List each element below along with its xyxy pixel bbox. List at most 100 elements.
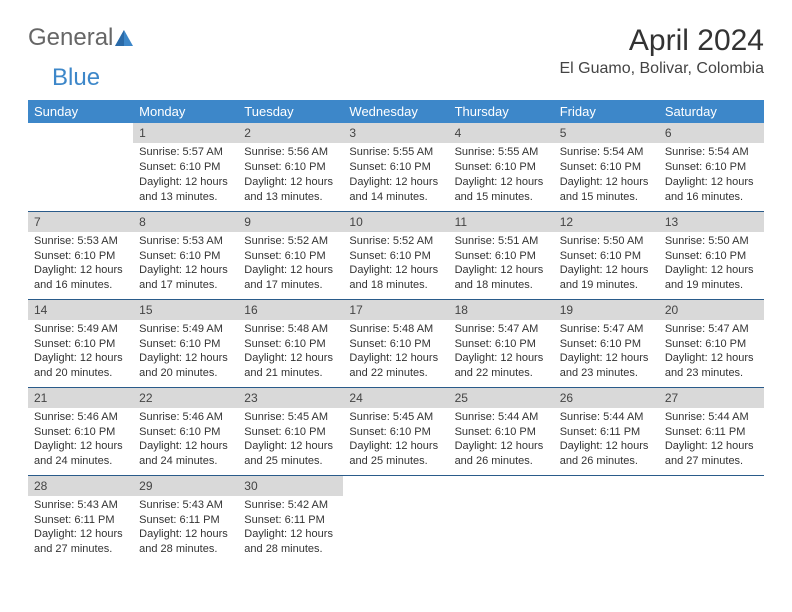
- calendar-week-row: 1Sunrise: 5:57 AMSunset: 6:10 PMDaylight…: [28, 123, 764, 211]
- calendar-day-cell: 30Sunrise: 5:42 AMSunset: 6:11 PMDayligh…: [238, 475, 343, 563]
- calendar-day-cell: 26Sunrise: 5:44 AMSunset: 6:11 PMDayligh…: [554, 387, 659, 475]
- calendar-day-cell: 7Sunrise: 5:53 AMSunset: 6:10 PMDaylight…: [28, 211, 133, 299]
- calendar-day-cell: 19Sunrise: 5:47 AMSunset: 6:10 PMDayligh…: [554, 299, 659, 387]
- day-details: Sunrise: 5:48 AMSunset: 6:10 PMDaylight:…: [238, 320, 343, 385]
- day-number: 20: [659, 300, 764, 320]
- calendar-week-row: 14Sunrise: 5:49 AMSunset: 6:10 PMDayligh…: [28, 299, 764, 387]
- calendar-day-cell: [449, 475, 554, 563]
- calendar-day-cell: 18Sunrise: 5:47 AMSunset: 6:10 PMDayligh…: [449, 299, 554, 387]
- calendar-day-cell: [343, 475, 448, 563]
- day-details: Sunrise: 5:46 AMSunset: 6:10 PMDaylight:…: [133, 408, 238, 473]
- calendar-day-cell: 6Sunrise: 5:54 AMSunset: 6:10 PMDaylight…: [659, 123, 764, 211]
- day-number: 6: [659, 123, 764, 143]
- day-details: Sunrise: 5:44 AMSunset: 6:11 PMDaylight:…: [554, 408, 659, 473]
- calendar-day-cell: 3Sunrise: 5:55 AMSunset: 6:10 PMDaylight…: [343, 123, 448, 211]
- day-details: Sunrise: 5:44 AMSunset: 6:10 PMDaylight:…: [449, 408, 554, 473]
- calendar-day-cell: 24Sunrise: 5:45 AMSunset: 6:10 PMDayligh…: [343, 387, 448, 475]
- day-details: Sunrise: 5:47 AMSunset: 6:10 PMDaylight:…: [449, 320, 554, 385]
- month-title: April 2024: [559, 24, 764, 58]
- day-number: 3: [343, 123, 448, 143]
- weekday-header: Saturday: [659, 100, 764, 123]
- calendar-day-cell: 1Sunrise: 5:57 AMSunset: 6:10 PMDaylight…: [133, 123, 238, 211]
- calendar-table: SundayMondayTuesdayWednesdayThursdayFrid…: [28, 100, 764, 563]
- weekday-header: Tuesday: [238, 100, 343, 123]
- day-number: 4: [449, 123, 554, 143]
- day-details: Sunrise: 5:51 AMSunset: 6:10 PMDaylight:…: [449, 232, 554, 297]
- day-number: 13: [659, 212, 764, 232]
- calendar-day-cell: 11Sunrise: 5:51 AMSunset: 6:10 PMDayligh…: [449, 211, 554, 299]
- day-details: Sunrise: 5:53 AMSunset: 6:10 PMDaylight:…: [133, 232, 238, 297]
- weekday-header-row: SundayMondayTuesdayWednesdayThursdayFrid…: [28, 100, 764, 123]
- day-number: 28: [28, 476, 133, 496]
- weekday-header: Friday: [554, 100, 659, 123]
- day-details: Sunrise: 5:46 AMSunset: 6:10 PMDaylight:…: [28, 408, 133, 473]
- day-number: 17: [343, 300, 448, 320]
- calendar-day-cell: 22Sunrise: 5:46 AMSunset: 6:10 PMDayligh…: [133, 387, 238, 475]
- day-details: Sunrise: 5:57 AMSunset: 6:10 PMDaylight:…: [133, 143, 238, 208]
- calendar-day-cell: 20Sunrise: 5:47 AMSunset: 6:10 PMDayligh…: [659, 299, 764, 387]
- day-number: 19: [554, 300, 659, 320]
- calendar-day-cell: 9Sunrise: 5:52 AMSunset: 6:10 PMDaylight…: [238, 211, 343, 299]
- calendar-day-cell: 12Sunrise: 5:50 AMSunset: 6:10 PMDayligh…: [554, 211, 659, 299]
- logo-text-general: General: [28, 24, 113, 52]
- calendar-day-cell: 2Sunrise: 5:56 AMSunset: 6:10 PMDaylight…: [238, 123, 343, 211]
- day-number: 27: [659, 388, 764, 408]
- day-details: Sunrise: 5:47 AMSunset: 6:10 PMDaylight:…: [554, 320, 659, 385]
- day-number: 25: [449, 388, 554, 408]
- day-number: 10: [343, 212, 448, 232]
- weekday-header: Sunday: [28, 100, 133, 123]
- day-details: Sunrise: 5:43 AMSunset: 6:11 PMDaylight:…: [133, 496, 238, 561]
- calendar-day-cell: 10Sunrise: 5:52 AMSunset: 6:10 PMDayligh…: [343, 211, 448, 299]
- day-number: 26: [554, 388, 659, 408]
- calendar-day-cell: 21Sunrise: 5:46 AMSunset: 6:10 PMDayligh…: [28, 387, 133, 475]
- day-details: Sunrise: 5:52 AMSunset: 6:10 PMDaylight:…: [343, 232, 448, 297]
- calendar-day-cell: 5Sunrise: 5:54 AMSunset: 6:10 PMDaylight…: [554, 123, 659, 211]
- day-number: 5: [554, 123, 659, 143]
- day-number: 29: [133, 476, 238, 496]
- day-details: Sunrise: 5:54 AMSunset: 6:10 PMDaylight:…: [659, 143, 764, 208]
- calendar-day-cell: 29Sunrise: 5:43 AMSunset: 6:11 PMDayligh…: [133, 475, 238, 563]
- day-number: 1: [133, 123, 238, 143]
- weekday-header: Thursday: [449, 100, 554, 123]
- day-details: Sunrise: 5:45 AMSunset: 6:10 PMDaylight:…: [343, 408, 448, 473]
- day-details: Sunrise: 5:48 AMSunset: 6:10 PMDaylight:…: [343, 320, 448, 385]
- calendar-day-cell: 17Sunrise: 5:48 AMSunset: 6:10 PMDayligh…: [343, 299, 448, 387]
- logo-sail-icon: [113, 28, 135, 48]
- calendar-body: 1Sunrise: 5:57 AMSunset: 6:10 PMDaylight…: [28, 123, 764, 563]
- day-details: Sunrise: 5:44 AMSunset: 6:11 PMDaylight:…: [659, 408, 764, 473]
- day-details: Sunrise: 5:49 AMSunset: 6:10 PMDaylight:…: [133, 320, 238, 385]
- day-number: 16: [238, 300, 343, 320]
- calendar-day-cell: 25Sunrise: 5:44 AMSunset: 6:10 PMDayligh…: [449, 387, 554, 475]
- day-details: Sunrise: 5:55 AMSunset: 6:10 PMDaylight:…: [449, 143, 554, 208]
- calendar-day-cell: 15Sunrise: 5:49 AMSunset: 6:10 PMDayligh…: [133, 299, 238, 387]
- day-details: Sunrise: 5:50 AMSunset: 6:10 PMDaylight:…: [554, 232, 659, 297]
- day-details: Sunrise: 5:52 AMSunset: 6:10 PMDaylight:…: [238, 232, 343, 297]
- day-number: 12: [554, 212, 659, 232]
- calendar-day-cell: [659, 475, 764, 563]
- day-details: Sunrise: 5:49 AMSunset: 6:10 PMDaylight:…: [28, 320, 133, 385]
- calendar-day-cell: 13Sunrise: 5:50 AMSunset: 6:10 PMDayligh…: [659, 211, 764, 299]
- day-number: 8: [133, 212, 238, 232]
- calendar-week-row: 7Sunrise: 5:53 AMSunset: 6:10 PMDaylight…: [28, 211, 764, 299]
- day-number: 23: [238, 388, 343, 408]
- day-number: 7: [28, 212, 133, 232]
- weekday-header: Monday: [133, 100, 238, 123]
- day-details: Sunrise: 5:50 AMSunset: 6:10 PMDaylight:…: [659, 232, 764, 297]
- day-number: 11: [449, 212, 554, 232]
- logo-text-blue: Blue: [52, 64, 100, 91]
- day-number: 30: [238, 476, 343, 496]
- day-number: 18: [449, 300, 554, 320]
- day-number: 22: [133, 388, 238, 408]
- calendar-day-cell: 8Sunrise: 5:53 AMSunset: 6:10 PMDaylight…: [133, 211, 238, 299]
- day-number: 24: [343, 388, 448, 408]
- day-details: Sunrise: 5:53 AMSunset: 6:10 PMDaylight:…: [28, 232, 133, 297]
- day-number: 14: [28, 300, 133, 320]
- calendar-day-cell: 14Sunrise: 5:49 AMSunset: 6:10 PMDayligh…: [28, 299, 133, 387]
- calendar-day-cell: [28, 123, 133, 211]
- calendar-week-row: 28Sunrise: 5:43 AMSunset: 6:11 PMDayligh…: [28, 475, 764, 563]
- logo: General: [28, 24, 137, 52]
- calendar-day-cell: 16Sunrise: 5:48 AMSunset: 6:10 PMDayligh…: [238, 299, 343, 387]
- calendar-day-cell: [554, 475, 659, 563]
- day-details: Sunrise: 5:54 AMSunset: 6:10 PMDaylight:…: [554, 143, 659, 208]
- day-number: 9: [238, 212, 343, 232]
